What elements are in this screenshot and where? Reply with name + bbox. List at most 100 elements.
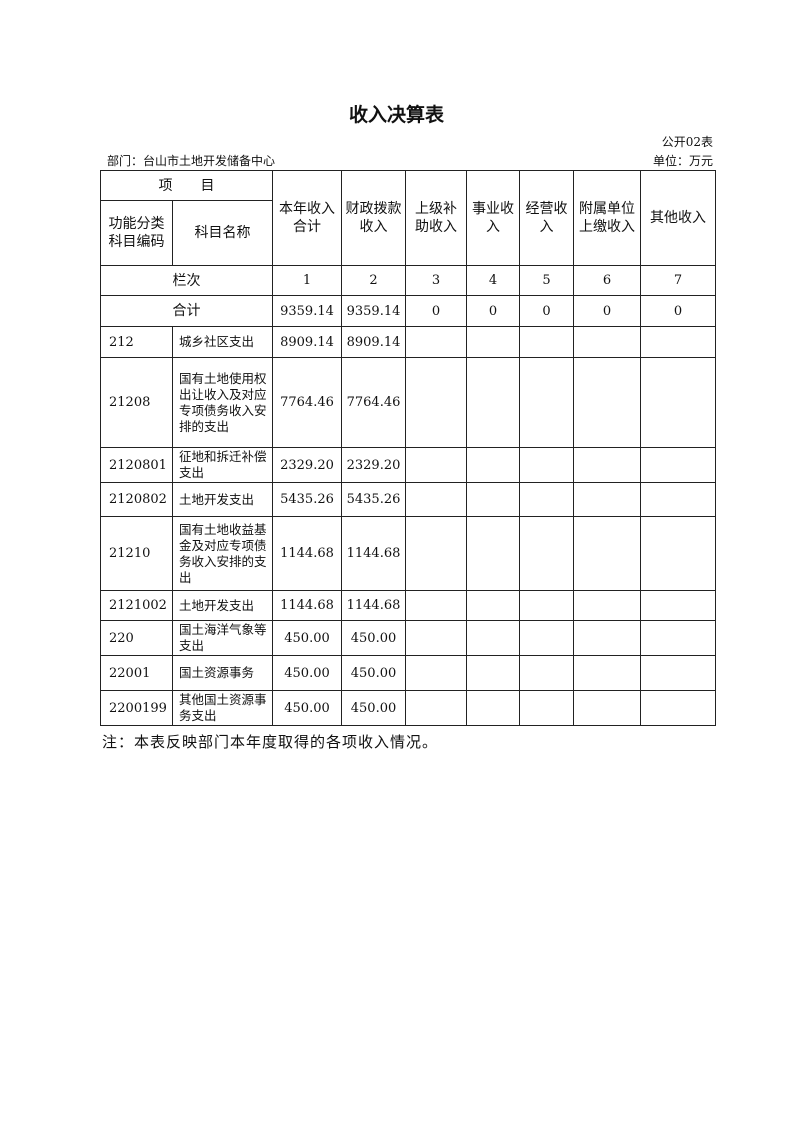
row-value <box>405 655 467 691</box>
row-value <box>640 620 716 656</box>
row-value <box>573 357 641 448</box>
row-value <box>573 690 641 726</box>
column_index-row: 栏次 1 2 3 4 5 6 7 <box>100 265 716 296</box>
row-code: 2120802 <box>100 482 173 517</box>
row-value <box>466 447 520 483</box>
row-value: 1144.68 <box>272 590 342 621</box>
row-code: 21208 <box>100 357 173 448</box>
column_index-value: 6 <box>573 265 641 296</box>
row-value: 450.00 <box>272 690 342 726</box>
row-value <box>573 516 641 591</box>
row-value: 8909.14 <box>341 326 406 358</box>
header-col-5: 经营收入 <box>519 170 574 266</box>
row-name: 征地和拆迁补偿支出 <box>172 447 273 483</box>
row-value <box>519 655 574 691</box>
row-name: 国土海洋气象等支出 <box>172 620 273 656</box>
row-value <box>573 590 641 621</box>
footnote: 注：本表反映部门本年度取得的各项收入情况。 <box>102 733 439 751</box>
header-col-1: 本年收入合计 <box>272 170 342 266</box>
row-value: 1144.68 <box>341 516 406 591</box>
row-value <box>405 482 467 517</box>
table-row: 21208 国有土地使用权出让收入及对应专项债务收入安排的支出 7764.46 776… <box>100 357 716 448</box>
row-value <box>640 326 716 358</box>
row-value: 450.00 <box>341 690 406 726</box>
row-value <box>640 655 716 691</box>
row-value <box>519 620 574 656</box>
unit-label: 单位：万元 <box>652 154 713 168</box>
row-code: 2120801 <box>100 447 173 483</box>
row-value: 450.00 <box>272 620 342 656</box>
column_index-value: 5 <box>519 265 574 296</box>
column_index-value: 4 <box>466 265 520 296</box>
row-code: 22001 <box>100 655 173 691</box>
row-name: 其他国土资源事务支出 <box>172 690 273 726</box>
row-value <box>640 516 716 591</box>
table-row: 2120801 征地和拆迁补偿支出 2329.20 2329.20 <box>100 447 716 483</box>
row-value <box>519 516 574 591</box>
row-value <box>640 590 716 621</box>
row-value <box>466 326 520 358</box>
row-value <box>519 690 574 726</box>
row-value: 450.00 <box>341 620 406 656</box>
row-value <box>405 620 467 656</box>
row-value <box>519 326 574 358</box>
page-title: 收入决算表 <box>348 104 444 126</box>
row-value <box>405 690 467 726</box>
table-row: 2121002 土地开发支出 1144.68 1144.68 <box>100 590 716 621</box>
row-value <box>466 690 520 726</box>
row-value: 450.00 <box>341 655 406 691</box>
header-col-7: 其他收入 <box>640 170 716 266</box>
row-value <box>573 447 641 483</box>
row-value <box>640 690 716 726</box>
row-name: 国有土地使用权出让收入及对应专项债务收入安排的支出 <box>172 357 273 448</box>
row-value <box>519 590 574 621</box>
row-value <box>573 620 641 656</box>
table-row: 220 国土海洋气象等支出 450.00 450.00 <box>100 620 716 656</box>
income-table: 项 目 本年收入合计 财政拨款收入 上级补助收入 事业收入 经营收入 附属单位上… <box>100 170 716 726</box>
row-value: 7764.46 <box>272 357 342 448</box>
total-value: 0 <box>519 295 574 327</box>
total-value: 9359.14 <box>341 295 406 327</box>
table-row: 2120802 土地开发支出 5435.26 5435.26 <box>100 482 716 517</box>
row-code: 2121002 <box>100 590 173 621</box>
row-value <box>405 516 467 591</box>
row-name: 国土资源事务 <box>172 655 273 691</box>
row-value <box>405 357 467 448</box>
row-value <box>640 357 716 448</box>
header-col-3: 上级补助收入 <box>405 170 467 266</box>
row-value: 1144.68 <box>341 590 406 621</box>
row-value: 1144.68 <box>272 516 342 591</box>
row-value <box>640 482 716 517</box>
row-value <box>573 655 641 691</box>
column_index-value: 7 <box>640 265 716 296</box>
row-value <box>466 516 520 591</box>
department-label: 部门：台山市土地开发储备中心 <box>107 154 276 168</box>
row-value: 5435.26 <box>341 482 406 517</box>
header-col-6: 附属单位上缴收入 <box>573 170 641 266</box>
header-name: 科目名称 <box>172 200 273 266</box>
table-row: 21210 国有土地收益基金及对应专项债务收入安排的支出 1144.68 1144.6… <box>100 516 716 591</box>
table-row: 212 城乡社区支出 8909.14 8909.14 <box>100 326 716 358</box>
row-value: 5435.26 <box>272 482 342 517</box>
column_index-value: 3 <box>405 265 467 296</box>
row-value <box>405 590 467 621</box>
row-value <box>466 482 520 517</box>
row-value <box>466 590 520 621</box>
header-code: 功能分类科目编码 <box>100 200 173 266</box>
row-value: 2329.20 <box>341 447 406 483</box>
row-value <box>466 357 520 448</box>
total-label: 合计 <box>100 295 273 327</box>
row-value <box>573 482 641 517</box>
column_index-value: 2 <box>341 265 406 296</box>
total-row: 合计 9359.14 9359.14 0 0 0 0 0 <box>100 295 716 327</box>
row-code: 212 <box>100 326 173 358</box>
row-value <box>405 326 467 358</box>
row-name: 国有土地收益基金及对应专项债务收入安排的支出 <box>172 516 273 591</box>
header-col-2: 财政拨款收入 <box>341 170 406 266</box>
row-value: 8909.14 <box>272 326 342 358</box>
table-row: 2200199 其他国土资源事务支出 450.00 450.00 <box>100 690 716 726</box>
table-number: 公开02表 <box>661 135 713 149</box>
row-value: 2329.20 <box>272 447 342 483</box>
table-row: 22001 国土资源事务 450.00 450.00 <box>100 655 716 691</box>
